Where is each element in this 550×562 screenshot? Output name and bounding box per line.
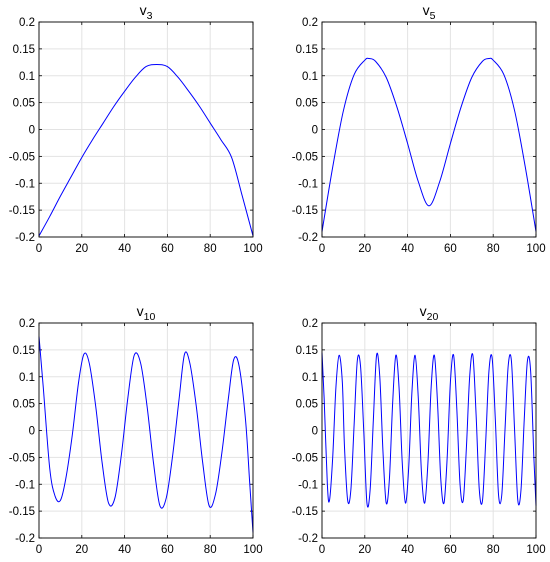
x-tick-label: 40 xyxy=(401,243,414,255)
x-tick-label: 20 xyxy=(75,544,88,556)
x-tick-label: 0 xyxy=(319,243,325,255)
y-tick-label: 0.05 xyxy=(296,399,318,411)
chart-title: v5 xyxy=(423,2,436,22)
x-tick-label: 40 xyxy=(118,243,131,255)
y-tick-label: -0.1 xyxy=(15,479,35,491)
y-tick-label: -0.2 xyxy=(15,533,35,545)
series-line xyxy=(38,336,254,533)
x-tick-label: 40 xyxy=(118,544,131,556)
chart-v3: v3 0 20 40 60 80 100 -0.2 -0.15 -0.1 -0.05 0 0.05 0.… xyxy=(9,2,263,255)
series-line xyxy=(38,63,254,237)
y-tick-label: 0.15 xyxy=(13,345,35,357)
x-tick-label: 100 xyxy=(243,243,262,255)
axes-frame xyxy=(38,322,254,539)
y-tick-label: -0.1 xyxy=(298,479,318,491)
y-tick-label: -0.2 xyxy=(15,232,35,244)
y-tick-label: -0.2 xyxy=(298,232,318,244)
chart-title-subscript: 20 xyxy=(427,311,439,323)
chart-title-base: v xyxy=(420,303,427,319)
x-tick-label: 100 xyxy=(243,544,262,556)
y-tick-label: -0.2 xyxy=(298,533,318,545)
x-tick-label: 60 xyxy=(444,544,457,556)
x-tick-label: 0 xyxy=(319,544,325,556)
y-tick-label: -0.05 xyxy=(9,452,35,464)
x-tick-label: 80 xyxy=(204,544,217,556)
chart-title-base: v xyxy=(140,2,147,18)
y-tick-label: 0.15 xyxy=(296,345,318,357)
chart-v20: v20 0 20 40 60 80 100-0.2-0.15-0.1-0.0500.050… xyxy=(292,303,546,556)
series-line xyxy=(321,57,537,232)
y-tick-label: -0.05 xyxy=(292,151,318,163)
y-tick-label: 0.05 xyxy=(296,98,318,110)
x-tick-label: 20 xyxy=(75,243,88,255)
y-tick-label: 0.2 xyxy=(19,318,35,330)
chart-title: v20 xyxy=(420,303,439,323)
y-tick-label: 0.15 xyxy=(296,44,318,56)
y-tick-label: -0.05 xyxy=(9,151,35,163)
x-tick-label: 80 xyxy=(487,243,500,255)
x-tick-label: 20 xyxy=(358,544,371,556)
x-tick-label: 80 xyxy=(204,243,217,255)
series-line xyxy=(321,352,537,508)
chart-title: v3 xyxy=(140,2,153,22)
x-tick-label: 60 xyxy=(161,243,174,255)
axes-frame xyxy=(321,322,537,539)
chart-v5: v5 0 20 40 60 80 100 -0.2 -0.15 -0.1 -0.05 0 0.05 0.… xyxy=(292,2,546,255)
y-tick-label: -0.1 xyxy=(298,178,318,190)
x-tick-label: 60 xyxy=(444,243,457,255)
chart-title-subscript: 3 xyxy=(147,10,153,22)
axes-frame xyxy=(321,21,537,238)
y-tick-label: 0.1 xyxy=(19,372,35,384)
axes-frame xyxy=(38,21,254,238)
y-tick-label: -0.15 xyxy=(292,506,318,518)
y-tick-label: 0.2 xyxy=(19,17,35,29)
y-tick-label: 0.1 xyxy=(302,372,318,384)
y-tick-label: 0 xyxy=(29,125,35,137)
x-tick-label: 100 xyxy=(526,544,545,556)
y-tick-label: 0.1 xyxy=(302,71,318,83)
chart-title-subscript: 5 xyxy=(430,10,436,22)
x-tick-label: 20 xyxy=(358,243,371,255)
y-tick-label: 0.15 xyxy=(13,44,35,56)
chart-title-base: v xyxy=(423,2,430,18)
x-tick-label: 40 xyxy=(401,544,414,556)
y-tick-label: 0.05 xyxy=(13,399,35,411)
x-tick-label: 100 xyxy=(526,243,545,255)
chart-title-base: v xyxy=(137,303,144,319)
y-tick-label: -0.1 xyxy=(15,178,35,190)
x-tick-label: 0 xyxy=(36,243,42,255)
y-tick-label: 0.05 xyxy=(13,98,35,110)
x-tick-label: 80 xyxy=(487,544,500,556)
y-tick-label: -0.15 xyxy=(292,205,318,217)
y-tick-label: 0 xyxy=(312,426,318,438)
chart-title: v10 xyxy=(137,303,156,323)
x-tick-label: 0 xyxy=(36,544,42,556)
chart-v10: v10 0 20 40 60 80 100 -0.2 -0.15 -0.1 -0.05 0 0.05 0… xyxy=(9,303,263,556)
y-tick-label: -0.15 xyxy=(9,205,35,217)
chart-title-subscript: 10 xyxy=(144,311,156,323)
y-tick-label: 0.1 xyxy=(19,71,35,83)
y-tick-label: 0.2 xyxy=(302,17,318,29)
y-tick-label: 0 xyxy=(312,125,318,137)
y-tick-label: -0.05 xyxy=(292,452,318,464)
y-tick-label: -0.15 xyxy=(9,506,35,518)
y-tick-label: 0.2 xyxy=(302,318,318,330)
x-tick-label: 60 xyxy=(161,544,174,556)
y-tick-label: 0 xyxy=(29,426,35,438)
